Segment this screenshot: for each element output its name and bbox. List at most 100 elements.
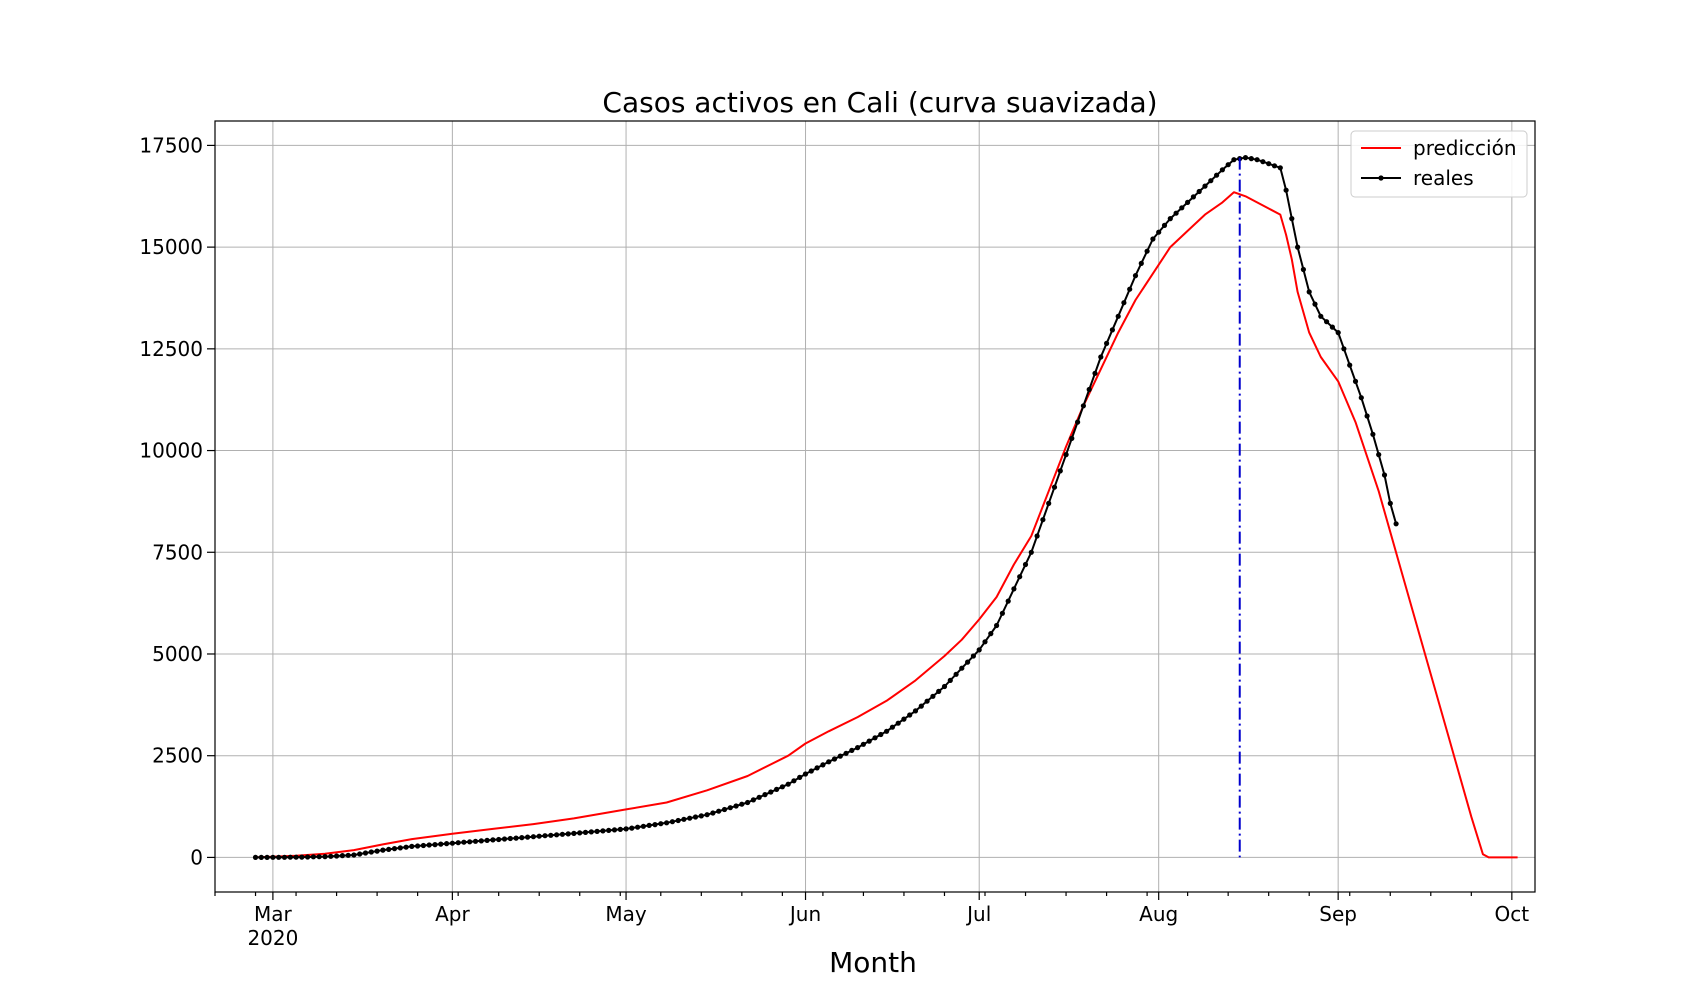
- data-point: [420, 842, 426, 849]
- data-point: [305, 854, 311, 860]
- data-point: [785, 781, 791, 787]
- series-line: [255, 156, 1398, 859]
- data-point: [565, 831, 571, 837]
- data-point: [1318, 313, 1324, 319]
- data-point: [941, 683, 948, 690]
- data-point: [472, 838, 479, 844]
- data-point: [704, 812, 710, 818]
- data-point: [299, 854, 305, 860]
- data-point: [258, 854, 264, 861]
- data-point: [1046, 500, 1052, 506]
- data-point: [322, 854, 328, 860]
- data-point: [1376, 452, 1382, 458]
- data-point: [1069, 435, 1075, 441]
- data-point: [554, 832, 560, 838]
- data-point: [750, 797, 757, 803]
- data-point: [426, 842, 432, 848]
- x-tick-sublabel: 2020: [247, 926, 298, 950]
- data-point: [664, 820, 670, 826]
- data-point: [1283, 187, 1289, 193]
- data-point: [617, 826, 623, 833]
- data-point: [860, 741, 867, 747]
- data-point: [629, 825, 635, 831]
- data-point: [976, 647, 982, 653]
- data-point: [745, 799, 751, 806]
- data-point: [490, 837, 496, 843]
- y-tick-label: 5000: [152, 642, 203, 666]
- data-point: [733, 803, 739, 809]
- data-point: [1219, 167, 1225, 173]
- data-point: [855, 745, 861, 751]
- data-point: [912, 708, 919, 714]
- data-point: [316, 854, 322, 860]
- data-point: [542, 833, 548, 839]
- data-point: [999, 610, 1006, 616]
- data-point: [1260, 159, 1266, 165]
- y-tick-label: 10000: [139, 439, 203, 463]
- data-point: [525, 834, 531, 840]
- data-point: [478, 838, 484, 844]
- data-point: [362, 850, 369, 856]
- data-point: [588, 829, 594, 835]
- data-point: [484, 837, 490, 844]
- data-point: [1109, 327, 1115, 333]
- data-point: [756, 794, 762, 800]
- y-tick-label: 12500: [139, 337, 203, 361]
- series-line: [255, 191, 1518, 859]
- data-point: [1208, 178, 1214, 184]
- data-point: [768, 789, 774, 795]
- data-point: [698, 813, 704, 819]
- data-point: [438, 841, 444, 847]
- data-point: [1063, 452, 1069, 458]
- data-point: [901, 716, 907, 722]
- data-point: [310, 854, 316, 860]
- data-point: [1156, 229, 1162, 235]
- data-point: [374, 848, 380, 854]
- data-point: [889, 724, 896, 730]
- data-point: [380, 847, 386, 853]
- data-point: [409, 843, 415, 850]
- data-point: [467, 839, 473, 845]
- data-point: [1364, 413, 1370, 419]
- x-tick-label: Mar: [254, 902, 293, 926]
- data-point: [600, 828, 606, 834]
- y-tick-label: 7500: [152, 540, 203, 564]
- data-point: [849, 747, 855, 754]
- data-point: [669, 819, 676, 825]
- data-point: [791, 778, 797, 784]
- data-point: [293, 854, 299, 860]
- data-point: [831, 756, 838, 762]
- data-point: [1329, 324, 1335, 330]
- data-point: [1225, 162, 1231, 168]
- data-point: [577, 830, 583, 836]
- series-layer: [252, 155, 1518, 861]
- data-point: [415, 843, 421, 849]
- data-point: [1028, 549, 1034, 555]
- data-point: [1161, 222, 1168, 228]
- data-point: [496, 836, 502, 843]
- data-point: [1034, 533, 1040, 539]
- data-point: [1381, 472, 1388, 478]
- data-point: [1393, 521, 1399, 527]
- data-point: [1242, 155, 1249, 161]
- data-point: [988, 631, 994, 637]
- data-point: [1190, 194, 1196, 200]
- data-point: [774, 786, 780, 793]
- x-tick-label: Oct: [1495, 902, 1530, 926]
- data-point: [1017, 574, 1023, 580]
- data-point: [1306, 289, 1312, 295]
- data-point: [808, 768, 814, 774]
- data-point: [652, 822, 658, 828]
- data-point: [582, 829, 589, 836]
- data-point: [779, 784, 786, 790]
- data-point: [1248, 156, 1254, 162]
- data-point: [1202, 183, 1208, 189]
- x-tick-label: Apr: [435, 902, 470, 926]
- data-point: [640, 823, 647, 829]
- data-point: [397, 845, 403, 851]
- data-point: [1098, 354, 1104, 360]
- data-point: [1057, 468, 1063, 474]
- legend-label: predicción: [1413, 136, 1517, 160]
- data-point: [872, 735, 878, 741]
- data-point: [281, 854, 288, 860]
